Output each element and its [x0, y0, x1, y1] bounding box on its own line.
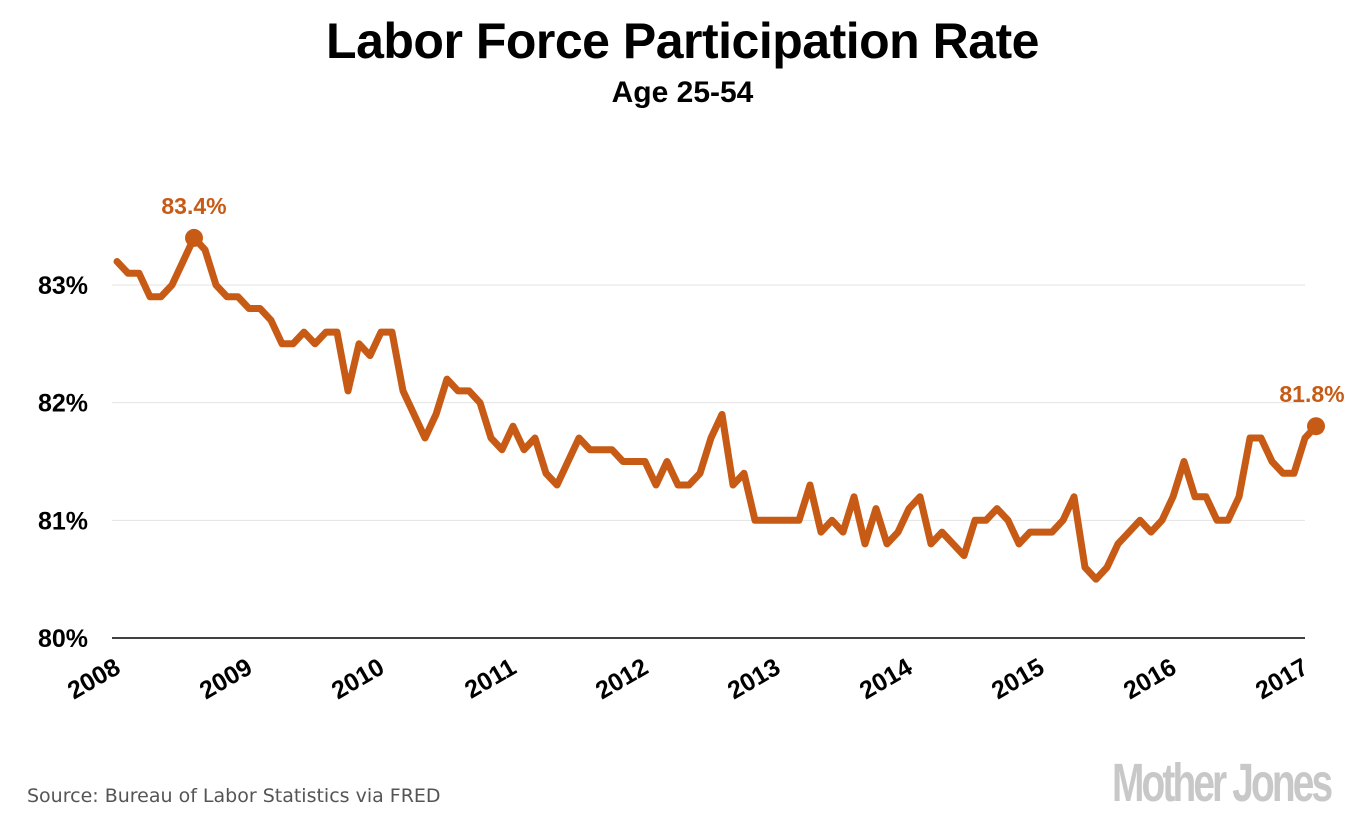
series-line-labor-force-participation: [113, 234, 1320, 583]
annotations-layer: 83.4% 81.8%: [161, 193, 1345, 436]
series-layer: [113, 234, 1320, 583]
x-tick-label: 2014: [855, 653, 917, 705]
gridlines: [112, 284, 1305, 639]
chart-title: Labor Force Participation Rate: [326, 13, 1039, 69]
x-tick-label: 2011: [460, 653, 521, 704]
annotation-label: 83.4%: [161, 193, 226, 219]
x-tick-label: 2009: [195, 653, 257, 705]
x-tick-label: 2010: [327, 653, 389, 705]
x-tick-label: 2013: [723, 653, 785, 705]
x-tick-label: 2008: [63, 653, 125, 705]
y-tick-label: 81%: [38, 507, 88, 535]
source-note: Source: Bureau of Labor Statistics via F…: [27, 785, 441, 807]
publisher-logo: Mother Jones: [1112, 753, 1333, 813]
x-tick-label: 2017: [1251, 653, 1313, 705]
annotation-marker: [1307, 417, 1325, 436]
annotation-label: 81.8%: [1279, 381, 1344, 407]
y-tick-label: 80%: [38, 625, 88, 653]
y-tick-label: 83%: [38, 272, 88, 300]
y-tick-label: 82%: [38, 390, 88, 418]
chart-subtitle: Age 25-54: [611, 76, 754, 109]
x-tick-label: 2015: [987, 653, 1049, 705]
x-tick-label: 2016: [1119, 653, 1181, 705]
x-axis-ticks: 2008 2009 2010 2011 2012 2013 2014 2015 2016 2017: [63, 653, 1313, 705]
y-axis-ticks: 80% 81% 82% 83%: [38, 272, 88, 653]
annotation-marker: [185, 228, 203, 247]
x-tick-label: 2012: [591, 653, 653, 705]
